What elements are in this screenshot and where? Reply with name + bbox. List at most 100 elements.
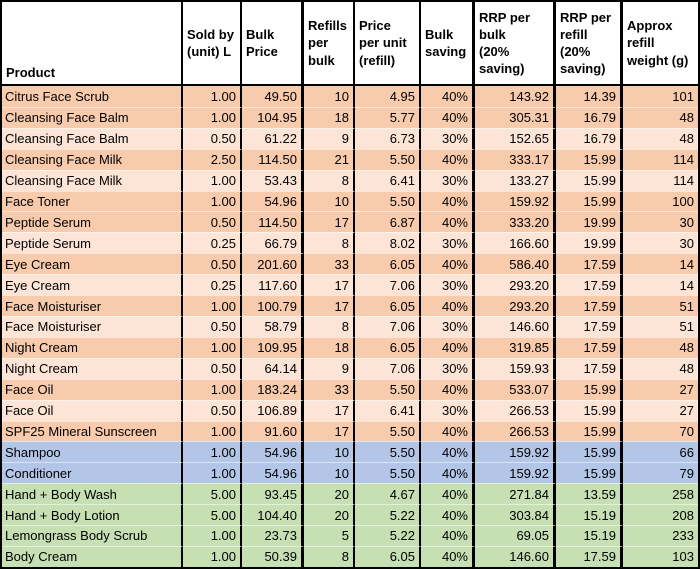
cell-weight[interactable]: 100 bbox=[623, 190, 698, 212]
cell-bulk_saving[interactable]: 30% bbox=[421, 127, 475, 149]
cell-bulk_saving[interactable]: 40% bbox=[421, 106, 475, 128]
cell-sold_by[interactable]: 1.00 bbox=[183, 441, 242, 463]
cell-product[interactable]: Face Moisturiser bbox=[2, 295, 183, 316]
cell-bulk_price[interactable]: 23.73 bbox=[242, 525, 304, 546]
column-header-sold_by[interactable]: Sold by (unit) L bbox=[183, 2, 242, 86]
cell-rrp_refill[interactable]: 17.59 bbox=[556, 274, 623, 296]
cell-product[interactable]: Cleansing Face Milk bbox=[2, 148, 183, 170]
cell-weight[interactable]: 27 bbox=[623, 378, 698, 400]
column-header-rrp_bulk[interactable]: RRP per bulk (20% saving) bbox=[475, 2, 556, 86]
column-header-refills[interactable]: Refills per bulk bbox=[304, 2, 355, 86]
cell-sold_by[interactable]: 0.50 bbox=[183, 357, 242, 379]
cell-rrp_refill[interactable]: 19.99 bbox=[556, 211, 623, 233]
cell-refills[interactable]: 5 bbox=[304, 525, 355, 546]
cell-product[interactable]: Eye Cream bbox=[2, 274, 183, 296]
cell-bulk_saving[interactable]: 40% bbox=[421, 211, 475, 233]
cell-rrp_bulk[interactable]: 69.05 bbox=[475, 525, 556, 546]
cell-weight[interactable]: 258 bbox=[623, 483, 698, 505]
cell-product[interactable]: Face Oil bbox=[2, 378, 183, 400]
cell-product[interactable]: Peptide Serum bbox=[2, 211, 183, 233]
cell-rrp_refill[interactable]: 15.99 bbox=[556, 441, 623, 463]
cell-product[interactable]: Conditioner bbox=[2, 462, 183, 484]
cell-rrp_bulk[interactable]: 146.60 bbox=[475, 315, 556, 337]
cell-bulk_saving[interactable]: 40% bbox=[421, 504, 475, 526]
cell-product[interactable]: SPF25 Mineral Sunscreen bbox=[2, 420, 183, 442]
cell-bulk_price[interactable]: 54.96 bbox=[242, 462, 304, 484]
cell-rrp_bulk[interactable]: 266.53 bbox=[475, 420, 556, 442]
cell-price_per_unit[interactable]: 8.02 bbox=[355, 232, 421, 254]
column-header-rrp_refill[interactable]: RRP per refill (20% saving) bbox=[556, 2, 623, 86]
cell-bulk_saving[interactable]: 30% bbox=[421, 274, 475, 296]
cell-refills[interactable]: 18 bbox=[304, 106, 355, 128]
cell-rrp_bulk[interactable]: 166.60 bbox=[475, 232, 556, 254]
cell-rrp_refill[interactable]: 15.99 bbox=[556, 148, 623, 170]
cell-weight[interactable]: 101 bbox=[623, 86, 698, 107]
cell-weight[interactable]: 66 bbox=[623, 441, 698, 463]
cell-price_per_unit[interactable]: 6.05 bbox=[355, 545, 421, 567]
cell-rrp_refill[interactable]: 15.19 bbox=[556, 525, 623, 546]
cell-rrp_refill[interactable]: 17.59 bbox=[556, 253, 623, 275]
cell-weight[interactable]: 51 bbox=[623, 295, 698, 316]
cell-bulk_price[interactable]: 114.50 bbox=[242, 211, 304, 233]
cell-price_per_unit[interactable]: 5.50 bbox=[355, 420, 421, 442]
cell-rrp_bulk[interactable]: 159.92 bbox=[475, 462, 556, 484]
cell-bulk_price[interactable]: 106.89 bbox=[242, 399, 304, 421]
cell-rrp_refill[interactable]: 13.59 bbox=[556, 483, 623, 505]
cell-rrp_bulk[interactable]: 533.07 bbox=[475, 378, 556, 400]
cell-bulk_saving[interactable]: 30% bbox=[421, 169, 475, 191]
cell-bulk_price[interactable]: 114.50 bbox=[242, 148, 304, 170]
cell-rrp_bulk[interactable]: 133.27 bbox=[475, 169, 556, 191]
cell-rrp_refill[interactable]: 17.59 bbox=[556, 295, 623, 316]
cell-bulk_price[interactable]: 104.40 bbox=[242, 504, 304, 526]
column-header-product[interactable]: Product bbox=[2, 2, 183, 86]
cell-rrp_refill[interactable]: 16.79 bbox=[556, 127, 623, 149]
cell-product[interactable]: Body Cream bbox=[2, 545, 183, 567]
cell-sold_by[interactable]: 5.00 bbox=[183, 504, 242, 526]
cell-sold_by[interactable]: 0.50 bbox=[183, 315, 242, 337]
cell-product[interactable]: Face Oil bbox=[2, 399, 183, 421]
cell-bulk_price[interactable]: 104.95 bbox=[242, 106, 304, 128]
cell-price_per_unit[interactable]: 6.05 bbox=[355, 253, 421, 275]
cell-refills[interactable]: 8 bbox=[304, 169, 355, 191]
cell-price_per_unit[interactable]: 6.87 bbox=[355, 211, 421, 233]
cell-bulk_saving[interactable]: 30% bbox=[421, 399, 475, 421]
cell-price_per_unit[interactable]: 6.41 bbox=[355, 399, 421, 421]
cell-sold_by[interactable]: 0.25 bbox=[183, 232, 242, 254]
cell-bulk_saving[interactable]: 30% bbox=[421, 315, 475, 337]
cell-bulk_price[interactable]: 100.79 bbox=[242, 295, 304, 316]
cell-price_per_unit[interactable]: 7.06 bbox=[355, 274, 421, 296]
cell-price_per_unit[interactable]: 5.50 bbox=[355, 148, 421, 170]
cell-weight[interactable]: 233 bbox=[623, 525, 698, 546]
cell-rrp_refill[interactable]: 17.59 bbox=[556, 545, 623, 567]
cell-refills[interactable]: 10 bbox=[304, 462, 355, 484]
cell-rrp_bulk[interactable]: 271.84 bbox=[475, 483, 556, 505]
cell-sold_by[interactable]: 5.00 bbox=[183, 483, 242, 505]
cell-refills[interactable]: 9 bbox=[304, 127, 355, 149]
cell-rrp_bulk[interactable]: 159.92 bbox=[475, 190, 556, 212]
cell-refills[interactable]: 17 bbox=[304, 399, 355, 421]
cell-price_per_unit[interactable]: 5.50 bbox=[355, 462, 421, 484]
cell-price_per_unit[interactable]: 5.50 bbox=[355, 378, 421, 400]
cell-price_per_unit[interactable]: 4.95 bbox=[355, 86, 421, 107]
cell-refills[interactable]: 8 bbox=[304, 315, 355, 337]
cell-bulk_price[interactable]: 64.14 bbox=[242, 357, 304, 379]
cell-bulk_price[interactable]: 183.24 bbox=[242, 378, 304, 400]
cell-weight[interactable]: 208 bbox=[623, 504, 698, 526]
cell-rrp_bulk[interactable]: 146.60 bbox=[475, 545, 556, 567]
cell-price_per_unit[interactable]: 6.05 bbox=[355, 295, 421, 316]
cell-weight[interactable]: 79 bbox=[623, 462, 698, 484]
cell-price_per_unit[interactable]: 5.22 bbox=[355, 525, 421, 546]
cell-rrp_bulk[interactable]: 333.17 bbox=[475, 148, 556, 170]
cell-sold_by[interactable]: 1.00 bbox=[183, 462, 242, 484]
cell-refills[interactable]: 33 bbox=[304, 253, 355, 275]
cell-rrp_refill[interactable]: 14.39 bbox=[556, 86, 623, 107]
cell-rrp_refill[interactable]: 16.79 bbox=[556, 106, 623, 128]
cell-rrp_bulk[interactable]: 303.84 bbox=[475, 504, 556, 526]
cell-rrp_refill[interactable]: 15.99 bbox=[556, 462, 623, 484]
cell-rrp_bulk[interactable]: 159.93 bbox=[475, 357, 556, 379]
cell-rrp_bulk[interactable]: 319.85 bbox=[475, 336, 556, 358]
cell-refills[interactable]: 17 bbox=[304, 211, 355, 233]
cell-weight[interactable]: 48 bbox=[623, 127, 698, 149]
cell-weight[interactable]: 114 bbox=[623, 148, 698, 170]
cell-bulk_price[interactable]: 91.60 bbox=[242, 420, 304, 442]
